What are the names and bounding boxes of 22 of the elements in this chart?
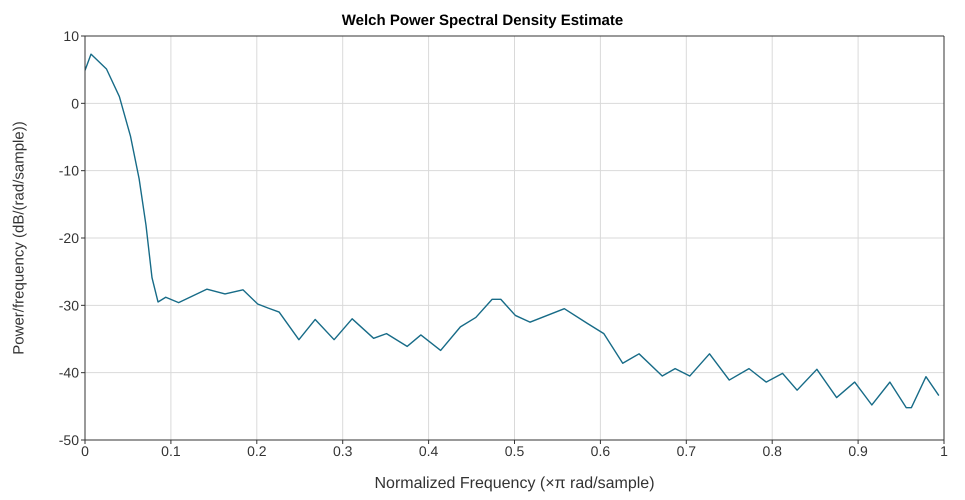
- x-tick-label: 0: [81, 442, 90, 459]
- x-tick-label: 0.7: [676, 442, 696, 459]
- x-tick-label: 0.6: [590, 442, 610, 459]
- y-axis-title: Power/frequency (dB/(rad/sample)): [10, 121, 28, 355]
- line-series: [85, 53, 940, 408]
- y-tick-label: -40: [58, 364, 80, 381]
- x-tick-label: 0.1: [161, 442, 181, 459]
- x-tick-label: 0.9: [848, 442, 868, 459]
- x-tick-label: 0.3: [332, 442, 353, 459]
- x-tick-label: 0.5: [504, 442, 524, 459]
- x-tick-label: 0.2: [247, 442, 267, 459]
- y-tick-label: 10: [63, 28, 80, 44]
- x-tick-label: 0.8: [762, 442, 782, 459]
- x-tick-label: 0.4: [418, 442, 439, 459]
- y-tick-label: -20: [58, 230, 80, 246]
- chart-title: Welch Power Spectral Density Estimate: [340, 12, 624, 29]
- y-tick-label: -30: [58, 297, 80, 314]
- y-tick-label: -10: [58, 162, 80, 179]
- x-axis-title: Normalized Frequency (×π rad/sample): [374, 475, 655, 492]
- x-tick-label: 1: [940, 442, 948, 459]
- y-tick-label: 0: [71, 95, 80, 112]
- y-tick-label: -50: [58, 432, 80, 448]
